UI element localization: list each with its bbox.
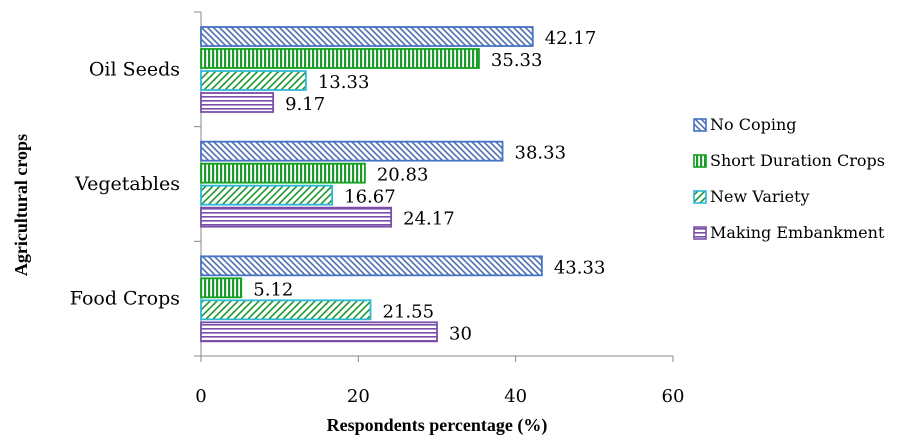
legend-label: New Variety	[710, 187, 810, 206]
data-label: 5.12	[253, 279, 293, 300]
bar	[200, 206, 393, 228]
axes	[194, 11, 674, 362]
data-label: 30	[449, 323, 472, 344]
legend-swatch	[693, 154, 707, 168]
bars	[200, 26, 543, 343]
data-label: 16.67	[344, 187, 396, 208]
x-tick-label: 0	[195, 386, 206, 407]
bar	[200, 255, 543, 277]
data-label: 24.17	[403, 209, 455, 230]
data-label: 13.33	[318, 72, 370, 93]
legend-label: Making Embankment	[710, 223, 885, 242]
bar	[200, 92, 275, 113]
legend-label: No Coping	[710, 115, 797, 134]
bar	[200, 299, 372, 321]
bar	[200, 277, 243, 299]
x-tick-label: 60	[662, 386, 685, 407]
legend-swatch	[693, 190, 707, 204]
legend-swatch	[693, 226, 707, 240]
data-label: 38.33	[515, 143, 567, 164]
data-label: 20.83	[377, 165, 429, 186]
legend-swatch	[693, 118, 707, 132]
bar	[200, 140, 504, 162]
category-label: Vegetables	[74, 173, 180, 195]
category-labels: Oil Seeds Vegetables Food Crops	[70, 58, 180, 309]
data-label: 21.55	[383, 301, 435, 322]
data-label: 43.33	[554, 257, 606, 278]
data-label: 35.33	[491, 50, 543, 71]
x-tick-labels: 0 20 40 60	[195, 386, 684, 407]
x-axis-title: Respondents percentage (%)	[327, 415, 548, 436]
category-label: Oil Seeds	[89, 58, 180, 80]
data-label: 42.17	[545, 28, 597, 49]
category-label: Food Crops	[70, 288, 180, 310]
x-tick-label: 20	[347, 386, 370, 407]
bar	[200, 48, 480, 69]
bar	[200, 184, 334, 206]
bar	[200, 70, 307, 91]
data-label: 9.17	[285, 94, 325, 115]
bar	[200, 321, 438, 343]
x-tick-label: 40	[504, 386, 527, 407]
legend-label: Short Duration Crops	[710, 151, 885, 170]
bar	[200, 26, 534, 47]
bar	[200, 162, 366, 184]
y-axis-title: Agricultural crops	[11, 134, 31, 276]
legend: No Coping Short Duration Crops New Variety…	[693, 115, 885, 242]
